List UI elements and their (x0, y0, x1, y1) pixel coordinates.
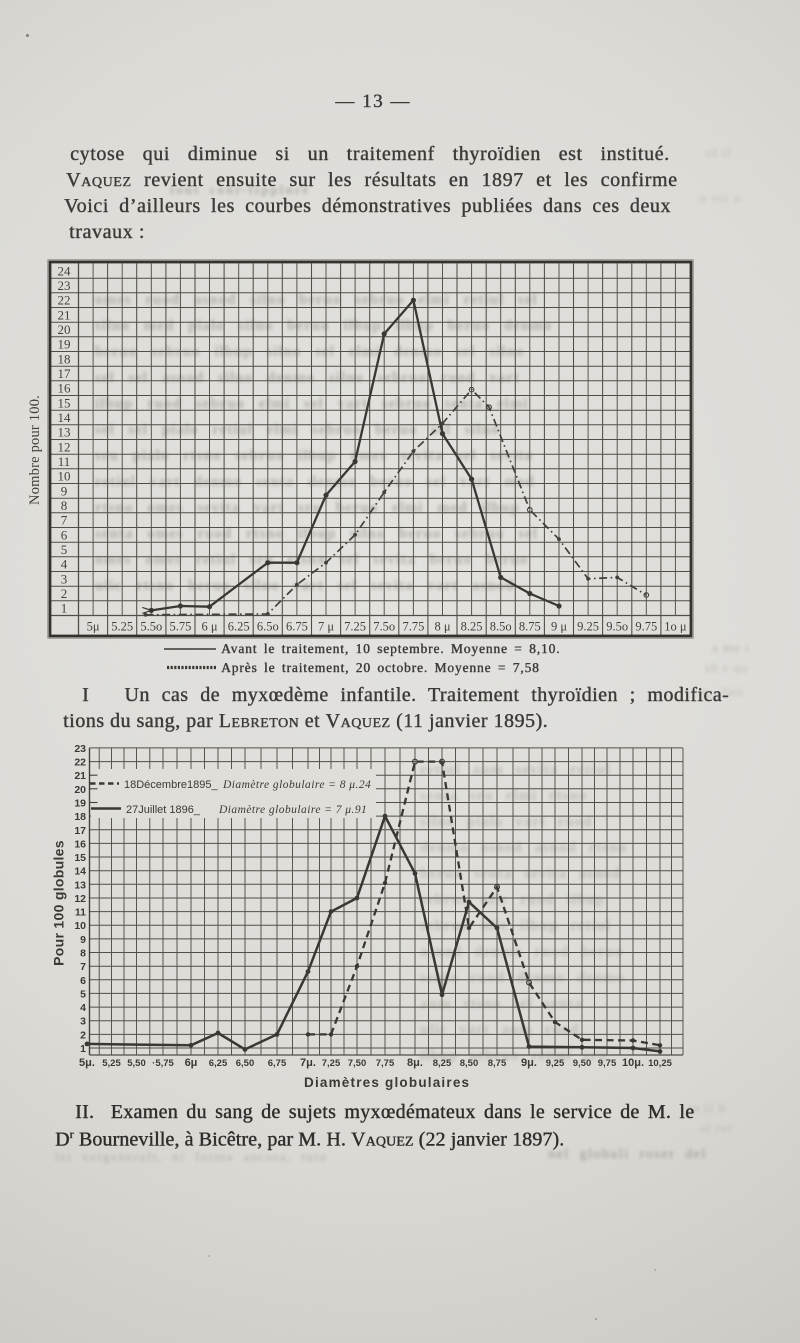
svg-text:11: 11 (75, 907, 86, 919)
svg-text:10: 10 (74, 920, 86, 932)
svg-text:12: 12 (74, 893, 86, 905)
svg-text:8,75: 8,75 (488, 1058, 507, 1069)
svg-text:10μ.: 10μ. (622, 1057, 644, 1069)
svg-text:4: 4 (80, 1002, 86, 1014)
svg-text:23: 23 (74, 743, 86, 755)
svg-text:5μ.: 5μ. (79, 1057, 95, 1069)
svg-text:16: 16 (74, 838, 86, 850)
svg-text:20: 20 (74, 784, 86, 796)
svg-text:9,50: 9,50 (573, 1058, 592, 1069)
svg-text:Diamètre globulaire = 8 μ.24: Diamètre globulaire = 8 μ.24 (222, 779, 371, 791)
svg-text:6: 6 (80, 975, 86, 987)
svg-text:6,75: 6,75 (268, 1058, 287, 1069)
svg-text:9,75: 9,75 (598, 1058, 617, 1069)
svg-text:8,50: 8,50 (460, 1058, 479, 1069)
svg-text:17: 17 (74, 825, 86, 837)
svg-text:5,25: 5,25 (102, 1058, 121, 1069)
svg-text:Diamètre globulaire = 7 μ.91: Diamètre globulaire = 7 μ.91 (218, 804, 367, 816)
svg-text:3: 3 (80, 1016, 86, 1028)
svg-text:9μ.: 9μ. (521, 1057, 537, 1069)
svg-text:10,25: 10,25 (648, 1058, 672, 1069)
svg-text:8: 8 (80, 948, 86, 960)
svg-text:22: 22 (74, 757, 86, 769)
svg-text:18Décembre1895_: 18Décembre1895_ (124, 779, 218, 791)
svg-text:7: 7 (80, 961, 86, 973)
svg-text:6μ: 6μ (185, 1057, 198, 1069)
svg-text:Pour 100 globules: Pour 100 globules (51, 840, 67, 966)
svg-text:19: 19 (74, 798, 86, 810)
svg-text:27Juillet 1896_: 27Juillet 1896_ (126, 804, 201, 816)
svg-text:Diamètres globulaires: Diamètres globulaires (304, 1075, 470, 1090)
svg-text:·5,75: ·5,75 (152, 1058, 174, 1069)
svg-text:7μ.: 7μ. (300, 1057, 316, 1069)
svg-text:6,50: 6,50 (236, 1058, 255, 1069)
svg-text:6,25: 6,25 (209, 1058, 228, 1069)
svg-text:21: 21 (74, 770, 86, 782)
svg-text:14: 14 (74, 866, 86, 878)
svg-text:13: 13 (74, 879, 86, 891)
svg-text:18: 18 (74, 811, 86, 823)
svg-text:9: 9 (80, 934, 86, 946)
svg-text:8,25: 8,25 (433, 1058, 452, 1069)
svg-text:7,50: 7,50 (348, 1058, 367, 1069)
svg-text:15: 15 (74, 852, 86, 864)
svg-text:5: 5 (80, 988, 86, 1000)
svg-text:8μ.: 8μ. (407, 1057, 423, 1069)
svg-text:7,75: 7,75 (376, 1058, 395, 1069)
svg-text:9,25: 9,25 (546, 1058, 565, 1069)
svg-text:2: 2 (80, 1029, 86, 1041)
svg-text:5,50: 5,50 (127, 1058, 146, 1069)
svg-text:7,25: 7,25 (322, 1058, 341, 1069)
